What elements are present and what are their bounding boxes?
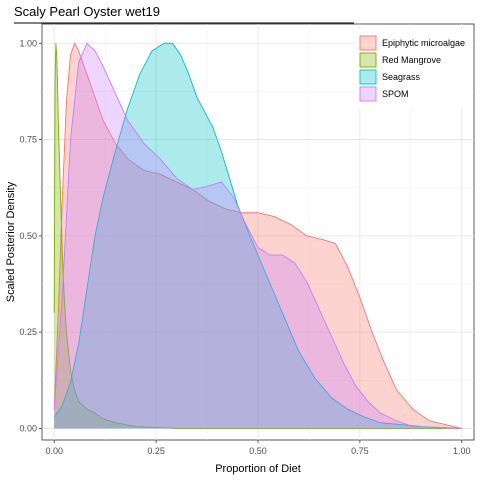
x-tick-label: 0.00 [45, 446, 63, 456]
legend-key-3 [359, 86, 377, 102]
x-tick-label: 0.25 [147, 446, 165, 456]
legend-label-2: Seagrass [382, 72, 421, 82]
series-line-0 [53, 42, 462, 429]
legend-box [354, 30, 472, 108]
series-area-3 [54, 43, 462, 429]
series-line-1 [53, 43, 462, 429]
x-tick-label: 1.00 [453, 446, 471, 456]
x-axis-title: Proportion of Diet [215, 463, 301, 475]
series-line-3 [53, 42, 462, 429]
legend-key-1 [359, 52, 377, 68]
legend-label-3: SPOM [382, 89, 409, 99]
legend-label-0: Epiphytic microalgae [382, 38, 465, 48]
series-line-2 [53, 42, 462, 429]
series-area-0 [54, 43, 462, 429]
y-tick-label: 0.00 [19, 423, 37, 433]
y-axis-title: Scaled Posterior Density [5, 181, 17, 302]
x-tick-label: 0.50 [249, 446, 267, 456]
y-tick-label: 1.00 [19, 38, 37, 48]
y-tick-label: 0.75 [19, 135, 37, 145]
chart-title: Scaly Pearl Oyster wet19 [14, 4, 160, 19]
legend-key-2 [359, 69, 377, 85]
legend-key-0 [359, 35, 377, 51]
y-tick-label: 0.50 [19, 231, 37, 241]
series-area-2 [54, 43, 462, 429]
y-tick-label: 0.25 [19, 327, 37, 337]
x-tick-label: 0.75 [351, 446, 369, 456]
legend-label-1: Red Mangrove [382, 55, 441, 65]
